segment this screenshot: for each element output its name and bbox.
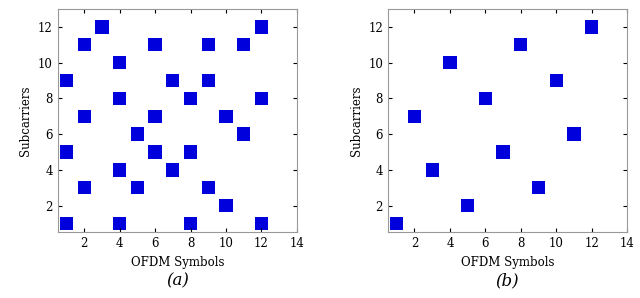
Bar — [220, 110, 233, 123]
Bar — [148, 145, 162, 159]
Bar — [585, 20, 598, 34]
Y-axis label: Subcarriers: Subcarriers — [349, 86, 363, 156]
Bar — [220, 199, 233, 212]
Bar — [408, 110, 421, 123]
Bar — [202, 74, 215, 87]
Bar — [113, 56, 126, 69]
Bar — [95, 20, 109, 34]
X-axis label: OFDM Symbols: OFDM Symbols — [461, 256, 554, 269]
Bar — [255, 92, 268, 105]
Bar — [60, 145, 73, 159]
Y-axis label: Subcarriers: Subcarriers — [19, 86, 32, 156]
Bar — [444, 56, 456, 69]
Bar — [426, 163, 439, 176]
Bar — [184, 145, 197, 159]
Bar — [568, 128, 580, 141]
Text: (b): (b) — [496, 273, 519, 290]
Bar — [166, 74, 179, 87]
Bar — [113, 217, 126, 230]
Bar — [131, 181, 144, 195]
Bar — [237, 128, 250, 141]
Bar — [60, 74, 73, 87]
Bar — [77, 181, 91, 195]
Bar — [184, 92, 197, 105]
Bar — [113, 92, 126, 105]
Bar — [479, 92, 492, 105]
Bar — [113, 163, 126, 176]
Bar — [237, 38, 250, 52]
Bar — [184, 217, 197, 230]
Bar — [255, 217, 268, 230]
Bar — [514, 38, 527, 52]
Bar — [77, 110, 91, 123]
Bar — [255, 20, 268, 34]
Bar — [148, 38, 162, 52]
Bar — [131, 128, 144, 141]
Bar — [148, 110, 162, 123]
Bar — [550, 74, 563, 87]
Bar — [461, 199, 474, 212]
Bar — [166, 163, 179, 176]
Text: (a): (a) — [166, 273, 189, 290]
Bar — [202, 38, 215, 52]
Bar — [60, 217, 73, 230]
X-axis label: OFDM Symbols: OFDM Symbols — [131, 256, 224, 269]
Bar — [497, 145, 509, 159]
Bar — [390, 217, 403, 230]
Bar — [77, 38, 91, 52]
Bar — [202, 181, 215, 195]
Bar — [532, 181, 545, 195]
